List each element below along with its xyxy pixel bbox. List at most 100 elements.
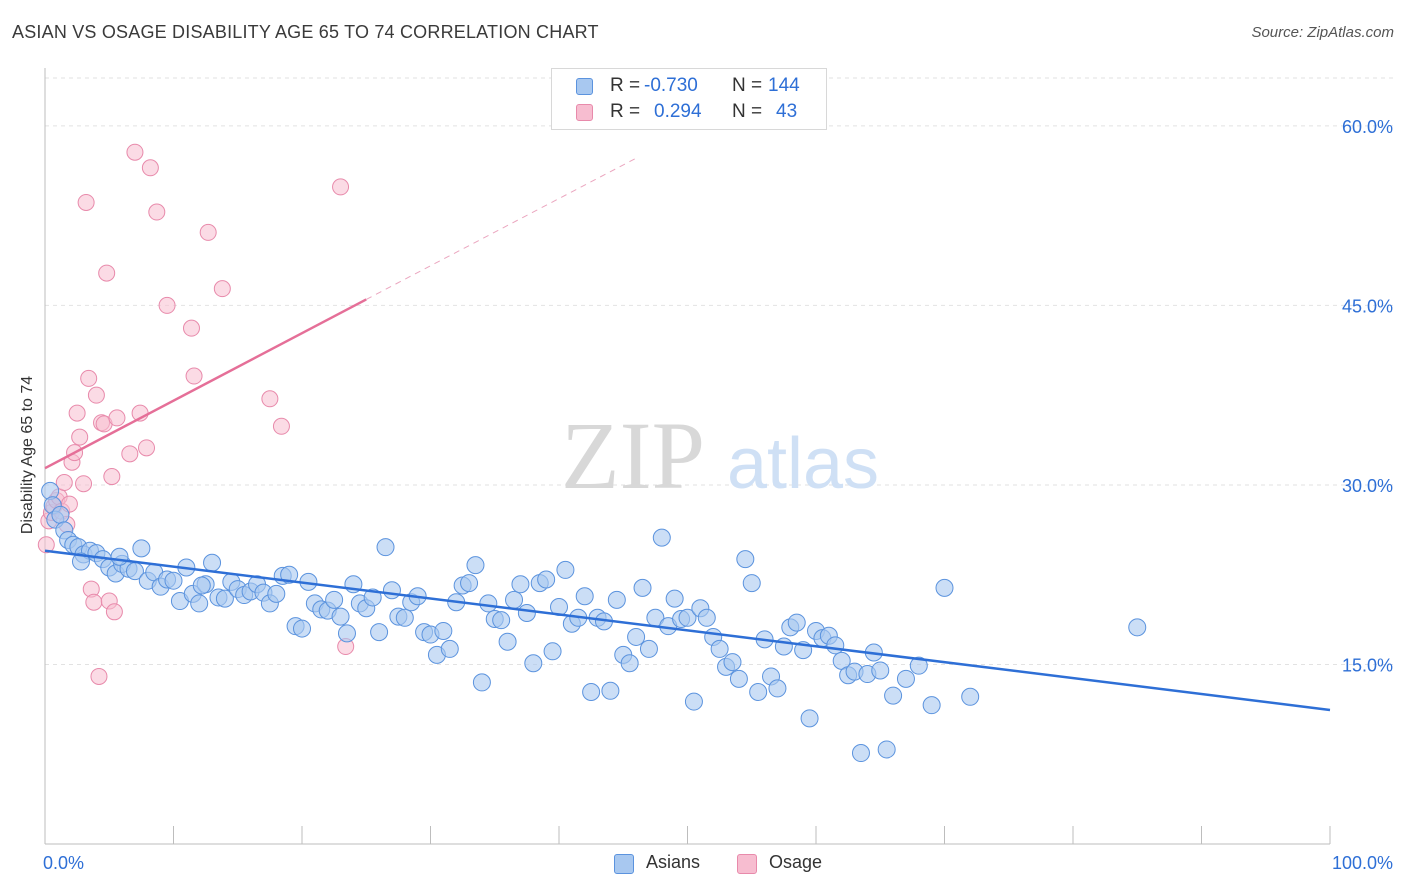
asian-point xyxy=(729,669,748,688)
asian-point xyxy=(293,619,311,638)
asian-point xyxy=(877,740,896,759)
asian-point xyxy=(768,679,787,698)
asian-point xyxy=(505,590,524,609)
osage-point xyxy=(185,367,203,385)
legend-row-osage: R = 0.294 N = 43 xyxy=(576,101,826,127)
osage-point xyxy=(103,468,121,486)
asian-point xyxy=(543,642,562,661)
asian-point xyxy=(678,608,697,627)
osage-point xyxy=(261,390,279,408)
asian-points xyxy=(41,481,1147,763)
watermark-atlas: atlas xyxy=(727,424,879,504)
asian-point xyxy=(466,556,485,575)
asian-point xyxy=(395,608,414,627)
osage-point xyxy=(80,369,98,387)
asian-point xyxy=(1128,618,1147,637)
asian-point xyxy=(871,661,890,680)
legend-r-value: 0.294 xyxy=(654,101,702,122)
asian-point xyxy=(582,682,601,701)
asian-point xyxy=(935,578,954,597)
source-note: Source: ZipAtlas.com xyxy=(1251,24,1394,41)
y-tick-label: 15.0% xyxy=(1342,655,1393,675)
asian-point xyxy=(376,538,395,557)
asian-point xyxy=(192,576,211,595)
asian-point xyxy=(511,575,530,594)
osage-legend-label: Osage xyxy=(769,852,823,872)
asian-point xyxy=(826,636,845,655)
asian-point xyxy=(620,654,639,673)
asian-point xyxy=(787,613,806,632)
chart-title: ASIAN VS OSAGE DISABILITY AGE 65 TO 74 C… xyxy=(12,22,599,42)
osage-point xyxy=(68,404,86,422)
osage-point xyxy=(158,296,176,314)
osage-point xyxy=(108,409,126,427)
asian-point xyxy=(331,607,350,626)
asian-point xyxy=(280,565,299,584)
legend-n-label: N = xyxy=(732,101,763,122)
osage-point xyxy=(37,536,55,554)
asian-point xyxy=(51,505,70,524)
asian-point xyxy=(665,589,684,608)
asians-swatch xyxy=(576,78,593,95)
asian-point xyxy=(633,578,652,597)
asian-point xyxy=(607,590,626,609)
osage-point xyxy=(148,203,166,221)
legend-n-value: 43 xyxy=(776,101,798,122)
asian-point xyxy=(922,696,941,715)
legend-r-value: -0.730 xyxy=(644,75,698,96)
osage-point xyxy=(182,319,200,337)
asian-point xyxy=(190,594,209,613)
y-tick-label: 45.0% xyxy=(1342,296,1393,316)
asian-point xyxy=(71,552,90,571)
asian-point xyxy=(742,574,761,593)
asian-point xyxy=(961,687,980,706)
asian-point xyxy=(524,654,543,673)
asian-point xyxy=(517,604,536,623)
osage-trend-line xyxy=(44,298,367,470)
asian-point xyxy=(363,588,382,607)
asian-point xyxy=(460,574,479,593)
asian-point xyxy=(884,686,903,705)
legend-r-label: R = xyxy=(610,75,641,96)
asian-point xyxy=(736,550,755,569)
asian-point xyxy=(556,560,575,579)
asians-legend-label: Asians xyxy=(646,852,701,872)
asian-point xyxy=(132,539,151,558)
asian-point xyxy=(601,681,620,700)
y-tick-label: 60.0% xyxy=(1342,117,1393,137)
osage-point xyxy=(121,445,139,463)
osage-trend-extension xyxy=(366,157,637,300)
osage-point xyxy=(141,159,159,177)
asian-point xyxy=(723,653,742,672)
legend-n-label: N = xyxy=(732,75,763,96)
osage-point xyxy=(272,417,290,435)
osage-point xyxy=(98,264,116,282)
asian-point xyxy=(434,621,453,640)
osage-point xyxy=(75,475,93,493)
asian-point xyxy=(203,553,222,572)
asian-point xyxy=(627,627,646,646)
asian-point xyxy=(800,709,819,728)
asians-legend-swatch xyxy=(614,854,634,874)
asian-point xyxy=(697,608,716,627)
osage-legend-swatch xyxy=(737,854,757,874)
asian-point xyxy=(337,624,356,643)
asian-point xyxy=(267,584,286,603)
asian-point xyxy=(472,673,491,692)
osage-swatch xyxy=(576,104,593,121)
tick-labels: 15.0% 30.0% 45.0% 60.0% 0.0% 100.0% xyxy=(43,117,1393,873)
x-tick-label-max: 100.0% xyxy=(1332,853,1393,873)
asian-point xyxy=(851,744,870,763)
asian-point xyxy=(164,571,183,590)
x-tick-label-min: 0.0% xyxy=(43,853,84,873)
asian-point xyxy=(575,587,594,606)
asian-point xyxy=(498,632,517,651)
asian-point xyxy=(215,589,234,608)
asian-point xyxy=(325,590,344,609)
osage-point xyxy=(77,193,95,211)
osage-point xyxy=(105,603,123,621)
asian-point xyxy=(896,669,915,688)
osage-point xyxy=(71,428,89,446)
asian-point xyxy=(652,528,671,547)
